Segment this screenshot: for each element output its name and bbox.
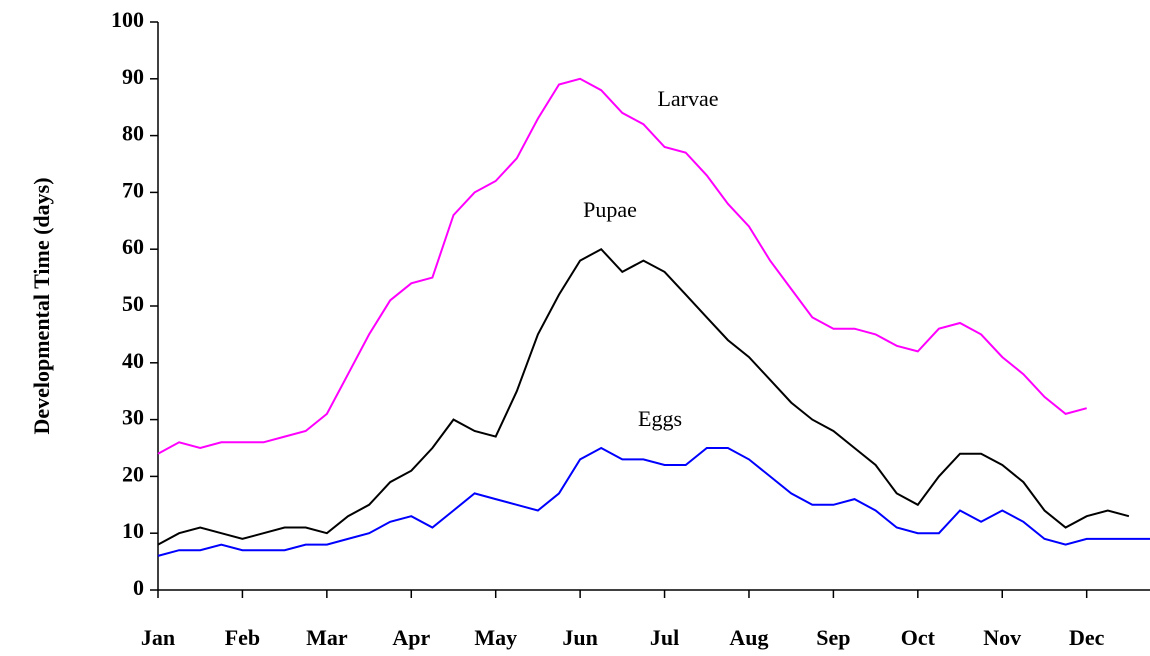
x-tick-label: Oct — [901, 625, 936, 650]
annotation: Larvae — [657, 86, 718, 111]
series-line — [157, 247, 1130, 546]
x-tick-label: Feb — [225, 625, 260, 650]
y-tick-label: 10 — [122, 518, 144, 543]
y-tick-label: 100 — [111, 7, 144, 32]
y-tick-label: 0 — [133, 575, 144, 600]
annotation: Eggs — [638, 406, 682, 431]
x-tick-label: Dec — [1069, 625, 1105, 650]
x-tick-label: Jun — [562, 625, 597, 650]
y-tick-label: 90 — [122, 64, 144, 89]
x-tick-label: Aug — [729, 625, 768, 650]
x-tick-label: May — [474, 625, 517, 650]
y-tick-label: 20 — [122, 461, 144, 486]
x-tick-label: Nov — [983, 625, 1021, 650]
y-tick-label: 70 — [122, 177, 144, 202]
y-tick-label: 50 — [122, 291, 144, 316]
y-tick-label: 30 — [122, 405, 144, 430]
y-tick-label: 40 — [122, 348, 144, 373]
x-tick-label: Jul — [650, 625, 679, 650]
y-axis-label: Developmental Time (days) — [29, 177, 54, 434]
annotation: Pupae — [583, 197, 637, 222]
x-tick-label: Sep — [816, 625, 850, 650]
x-tick-label: Apr — [392, 625, 430, 650]
y-tick-label: 80 — [122, 121, 144, 146]
x-tick-label: Jan — [141, 625, 175, 650]
x-tick-label: Mar — [306, 625, 348, 650]
series-line — [157, 446, 1150, 557]
series-line — [157, 77, 1087, 455]
y-tick-label: 60 — [122, 234, 144, 259]
